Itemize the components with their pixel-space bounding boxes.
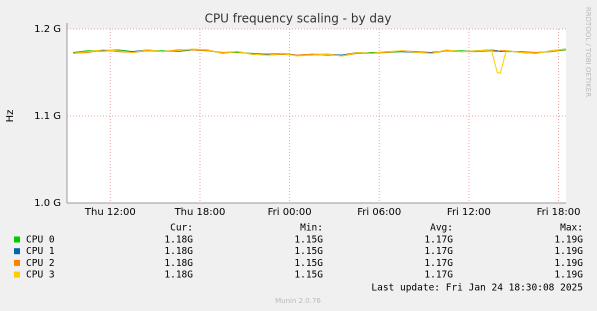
- legend-value: 1.17G: [424, 258, 453, 269]
- legend-label: CPU 2: [26, 258, 55, 269]
- legend-swatch: [14, 259, 20, 266]
- legend-header: Min:: [300, 223, 323, 234]
- legend-swatch: [14, 248, 20, 255]
- x-tick-label: Fri 00:00: [268, 207, 312, 218]
- y-tick-label: 1.1 G: [34, 111, 61, 122]
- legend-value: 1.15G: [294, 246, 323, 257]
- legend-value: 1.19G: [554, 270, 583, 281]
- legend-label: CPU 3: [26, 270, 55, 281]
- legend-header: Cur:: [170, 223, 193, 234]
- legend-swatch: [14, 236, 20, 243]
- series-line: [72, 48, 567, 75]
- y-tick-label: 1.2 G: [34, 24, 61, 35]
- x-tick-label: Thu 12:00: [84, 207, 136, 218]
- legend-value: 1.17G: [424, 270, 453, 281]
- legend-value: 1.18G: [164, 270, 193, 281]
- chart-title: CPU frequency scaling - by day: [205, 12, 392, 26]
- x-tick-label: Fri 12:00: [447, 207, 491, 218]
- x-tick-label: Thu 18:00: [174, 207, 226, 218]
- legend-value: 1.18G: [164, 258, 193, 269]
- x-tick-label: Fri 06:00: [357, 207, 401, 218]
- legend-value: 1.19G: [554, 235, 583, 246]
- legend-value: 1.15G: [294, 258, 323, 269]
- y-tick-label: 1.0 G: [34, 198, 61, 209]
- legend-value: 1.19G: [554, 246, 583, 257]
- legend-label: CPU 0: [26, 235, 55, 246]
- legend-value: 1.19G: [554, 258, 583, 269]
- legend-label: CPU 1: [26, 246, 55, 257]
- legend-value: 1.15G: [294, 235, 323, 246]
- legend-value: 1.15G: [294, 270, 323, 281]
- last-update: Last update: Fri Jan 24 18:30:08 2025: [371, 283, 583, 294]
- legend-swatch: [14, 271, 20, 278]
- legend-header: Max:: [560, 223, 583, 234]
- side-text: RRDTOOL / TOBI OETIKER: [584, 7, 592, 97]
- legend-value: 1.17G: [424, 246, 453, 257]
- y-axis-label: Hz: [5, 110, 16, 123]
- legend-value: 1.18G: [164, 246, 193, 257]
- legend-value: 1.18G: [164, 235, 193, 246]
- footer: Munin 2.0.76: [275, 297, 321, 305]
- legend-header: Avg:: [430, 223, 453, 234]
- x-tick-label: Fri 18:00: [537, 207, 581, 218]
- legend-value: 1.17G: [424, 235, 453, 246]
